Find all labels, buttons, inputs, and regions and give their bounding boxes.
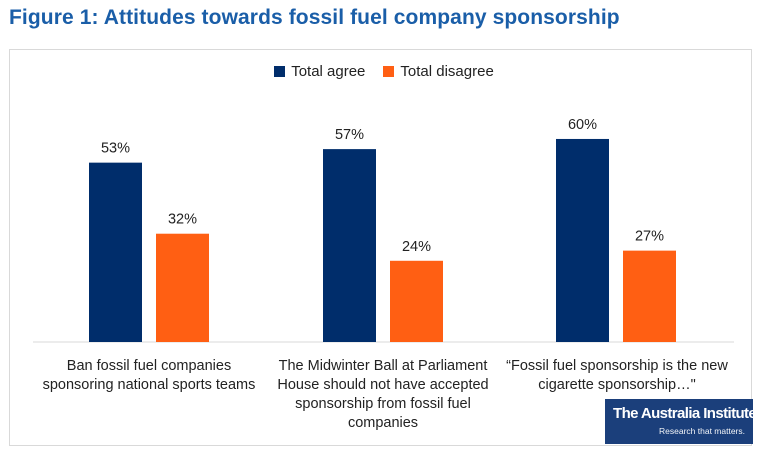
bar-disagree-1 [156, 233, 209, 342]
category-label-3: “Fossil fuel sponsorship is the new ciga… [506, 358, 728, 393]
legend-item-agree: Total agree [274, 63, 365, 80]
data-label-disagree-1: 32% [168, 212, 197, 228]
data-label-agree-2: 57% [335, 127, 364, 143]
figure-title: Figure 1: Attitudes towards fossil fuel … [9, 6, 620, 29]
legend-swatch-agree [274, 66, 286, 77]
bar-disagree-2 [390, 260, 443, 342]
bar-agree-1 [89, 162, 142, 342]
category-label-1: Ban fossil fuel companies sponsoring nat… [42, 358, 256, 393]
data-label-disagree-3: 27% [635, 229, 664, 245]
legend-label-disagree: Total disagree [400, 63, 494, 80]
bar-agree-2 [323, 149, 376, 342]
category-label-2: The Midwinter Ball at Parliament House s… [277, 358, 489, 431]
data-label-disagree-2: 24% [402, 239, 431, 255]
bar-disagree-3 [623, 250, 676, 342]
legend-label-agree: Total agree [291, 63, 366, 80]
logo-tagline: Research that matters. [659, 426, 745, 436]
legend-swatch-disagree [383, 66, 395, 77]
chart-legend: Total agree Total disagree [0, 63, 768, 80]
legend-item-disagree: Total disagree [383, 63, 494, 80]
bar-agree-3 [556, 138, 609, 342]
logo-name: The Australia Institute [613, 405, 757, 422]
data-label-agree-3: 60% [568, 117, 597, 133]
australia-institute-logo: The Australia Institute Research that ma… [605, 399, 757, 444]
data-label-agree-1: 53% [101, 141, 130, 157]
